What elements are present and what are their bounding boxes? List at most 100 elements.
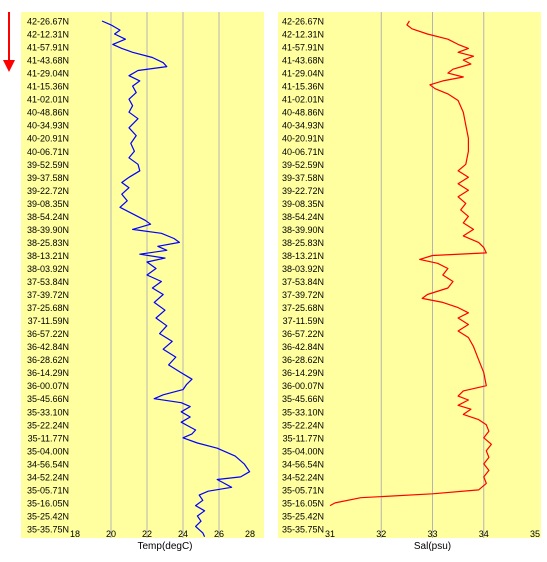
y-tick-label: 39-22.72N <box>27 186 69 196</box>
y-tick-label: 41-02.01N <box>27 95 69 105</box>
y-tick-label: 41-29.04N <box>27 69 69 79</box>
y-tick-label: 38-13.21N <box>282 251 324 261</box>
y-tick-label: 35-33.10N <box>282 407 324 417</box>
temperature-panel: 42-26.67N 42-12.31N 41-57.91N 41-43.68N 41-2… <box>21 12 264 552</box>
y-tick-label: 38-25.83N <box>282 238 324 248</box>
y-tick-label: 35-16.05N <box>27 498 69 508</box>
y-tick-label: 37-39.72N <box>27 290 69 300</box>
y-tick-label: 39-08.35N <box>27 199 69 209</box>
y-tick-label: 38-03.92N <box>282 264 324 274</box>
y-tick-label: 40-34.93N <box>282 121 324 131</box>
y-tick-label: 37-11.59N <box>283 316 324 326</box>
y-tick-label: 37-25.68N <box>27 303 69 313</box>
y-tick-label: 37-53.84N <box>27 277 69 287</box>
y-tick-label: 35-45.66N <box>282 394 324 404</box>
y-tick-label: 39-52.59N <box>27 160 69 170</box>
y-tick-label: 35-25.42N <box>282 511 324 521</box>
y-tick-label: 35-05.71N <box>27 485 69 495</box>
x-tick-label: 34 <box>479 529 489 539</box>
y-tick-label: 36-14.29N <box>282 368 324 378</box>
y-tick-label: 35-35.75N <box>27 525 69 535</box>
y-tick-label: 36-28.62N <box>27 355 69 365</box>
y-tick-label: 37-11.59N <box>28 316 69 326</box>
y-tick-label: 40-48.86N <box>27 108 69 118</box>
y-tick-label: 34-52.24N <box>282 472 324 482</box>
y-tick-label: 39-37.58N <box>282 173 324 183</box>
plot-background <box>278 12 541 538</box>
y-tick-label: 34-52.24N <box>27 472 69 482</box>
y-tick-label: 34-56.54N <box>282 459 324 469</box>
y-tick-label: 41-29.04N <box>282 69 324 79</box>
y-tick-label: 40-06.71N <box>27 147 69 157</box>
x-tick-label: 26 <box>214 529 224 539</box>
y-tick-label: 35-22.24N <box>27 420 69 430</box>
y-tick-label: 36-14.29N <box>27 368 69 378</box>
y-tick-label: 38-25.83N <box>27 238 69 248</box>
y-tick-label: 36-00.07N <box>27 381 69 391</box>
y-tick-label: 35-11.77N <box>28 433 69 443</box>
y-tick-label: 40-20.91N <box>282 134 324 144</box>
x-axis-label: Temp(degC) <box>137 541 192 552</box>
y-tick-label: 35-04.00N <box>282 446 324 456</box>
y-tick-label: 39-37.58N <box>27 173 69 183</box>
y-tick-label: 39-22.72N <box>282 186 324 196</box>
temperature-series-line <box>101 20 251 538</box>
direction-arrow-down-icon <box>3 12 15 72</box>
x-tick-label: 24 <box>178 529 188 539</box>
y-tick-label: 35-16.05N <box>282 498 324 508</box>
salinity-series-line <box>329 20 492 507</box>
y-tick-label: 42-26.67N <box>27 17 69 27</box>
y-tick-label: 42-26.67N <box>282 17 324 27</box>
y-tick-label: 35-45.66N <box>27 394 69 404</box>
y-tick-label: 36-57.22N <box>27 329 69 339</box>
y-tick-label: 35-35.75N <box>282 525 324 535</box>
y-tick-label: 41-15.36N <box>27 82 69 92</box>
y-tick-label: 38-39.90N <box>27 225 69 235</box>
y-tick-label: 40-34.93N <box>27 121 69 131</box>
y-tick-label: 40-48.86N <box>282 108 324 118</box>
x-axis-label: Sal(psu) <box>414 541 451 552</box>
y-tick-label: 35-22.24N <box>282 420 324 430</box>
y-tick-label: 35-04.00N <box>27 446 69 456</box>
y-tick-label: 38-39.90N <box>282 225 324 235</box>
y-tick-label: 42-12.31N <box>27 30 69 40</box>
salinity-panel: 42-26.67N 42-12.31N 41-57.91N 41-43.68N 41-2… <box>278 12 541 552</box>
y-tick-label: 36-42.84N <box>282 342 324 352</box>
y-tick-label: 35-33.10N <box>27 407 69 417</box>
arrow-head <box>3 60 15 72</box>
y-tick-label: 41-43.68N <box>282 56 324 66</box>
y-tick-label: 38-54.24N <box>282 212 324 222</box>
y-tick-label: 40-20.91N <box>27 134 69 144</box>
y-tick-label: 35-25.42N <box>27 511 69 521</box>
y-tick-label: 42-12.31N <box>282 30 324 40</box>
x-tick-label: 18 <box>70 529 80 539</box>
y-tick-label: 36-42.84N <box>27 342 69 352</box>
y-tick-label: 37-39.72N <box>282 290 324 300</box>
y-tick-label: 35-05.71N <box>282 485 324 495</box>
y-tick-label: 35-11.77N <box>283 433 324 443</box>
y-tick-label: 41-15.36N <box>282 82 324 92</box>
y-tick-label: 40-06.71N <box>282 147 324 157</box>
x-tick-label: 31 <box>325 529 335 539</box>
x-tick-label: 32 <box>376 529 386 539</box>
y-tick-label: 41-57.91N <box>282 43 324 53</box>
x-tick-label: 28 <box>245 529 255 539</box>
x-tick-label: 20 <box>106 529 116 539</box>
y-tick-label: 36-28.62N <box>282 355 324 365</box>
y-tick-label: 37-53.84N <box>282 277 324 287</box>
y-tick-label: 39-52.59N <box>282 160 324 170</box>
y-tick-label: 38-13.21N <box>27 251 69 261</box>
y-tick-label: 36-00.07N <box>282 381 324 391</box>
y-tick-label: 39-08.35N <box>282 199 324 209</box>
y-tick-label: 34-56.54N <box>27 459 69 469</box>
x-tick-label: 33 <box>427 529 437 539</box>
y-tick-label: 38-54.24N <box>27 212 69 222</box>
y-tick-label: 41-43.68N <box>27 56 69 66</box>
y-tick-label: 37-25.68N <box>282 303 324 313</box>
y-tick-label: 41-02.01N <box>282 95 324 105</box>
x-tick-label: 22 <box>142 529 152 539</box>
x-tick-label: 35 <box>530 529 540 539</box>
y-tick-label: 36-57.22N <box>282 329 324 339</box>
